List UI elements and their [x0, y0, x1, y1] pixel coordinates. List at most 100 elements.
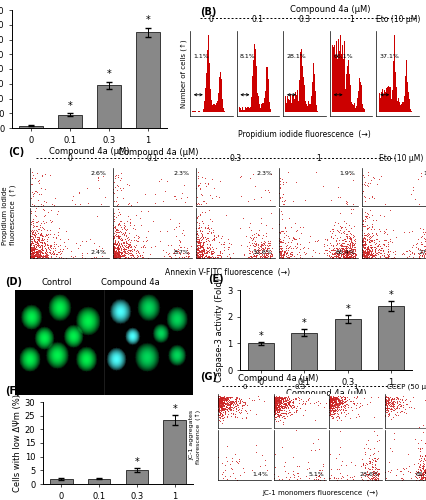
Point — [29, 252, 36, 260]
Point — [260, 240, 267, 248]
Point — [168, 254, 175, 262]
Bar — [19, 126, 43, 128]
Point — [145, 227, 152, 235]
Point — [349, 200, 356, 208]
Point — [311, 238, 318, 246]
Point — [384, 396, 391, 404]
Point — [276, 400, 283, 408]
Point — [366, 230, 372, 238]
Point — [119, 230, 126, 238]
Point — [280, 200, 287, 207]
Point — [269, 252, 276, 260]
Point — [75, 189, 82, 197]
Point — [418, 474, 425, 482]
Point — [285, 395, 292, 403]
Point — [393, 471, 400, 479]
Point — [386, 402, 392, 409]
Point — [421, 474, 426, 482]
Point — [193, 184, 200, 192]
Point — [279, 398, 285, 406]
Point — [328, 406, 335, 414]
Point — [329, 412, 336, 420]
Point — [227, 400, 233, 407]
Point — [208, 228, 215, 236]
Point — [374, 474, 380, 482]
Point — [305, 396, 312, 404]
Point — [417, 251, 423, 259]
Point — [29, 216, 36, 224]
Point — [275, 396, 282, 404]
Point — [399, 248, 406, 256]
Point — [423, 226, 426, 234]
Point — [121, 228, 128, 236]
Point — [308, 446, 315, 454]
Point — [385, 399, 392, 407]
Point — [377, 249, 383, 257]
Point — [267, 252, 273, 260]
Point — [276, 400, 283, 407]
Point — [86, 236, 93, 244]
Point — [115, 244, 122, 252]
Point — [217, 402, 224, 409]
Point — [385, 410, 392, 418]
Point — [215, 393, 222, 401]
Point — [127, 242, 134, 250]
Point — [420, 470, 426, 478]
Point — [424, 464, 426, 472]
Point — [363, 476, 370, 484]
Point — [314, 396, 321, 404]
Point — [382, 226, 389, 234]
Point — [46, 246, 53, 254]
Point — [363, 470, 369, 478]
Point — [52, 194, 59, 202]
Point — [349, 238, 356, 246]
Point — [376, 246, 383, 254]
Point — [284, 248, 291, 256]
Point — [283, 178, 290, 186]
Point — [33, 218, 40, 226]
Point — [200, 254, 207, 262]
Point — [327, 401, 334, 409]
Point — [423, 474, 426, 482]
Point — [242, 400, 248, 408]
Point — [423, 459, 426, 467]
Point — [111, 254, 118, 262]
Point — [370, 248, 377, 256]
Point — [195, 246, 201, 254]
Point — [111, 250, 118, 258]
Point — [295, 248, 302, 256]
Point — [227, 404, 233, 411]
Point — [279, 409, 286, 417]
Point — [285, 246, 292, 254]
Point — [293, 426, 299, 434]
Point — [353, 404, 360, 412]
Point — [332, 396, 339, 404]
Point — [306, 394, 313, 402]
Point — [72, 240, 79, 248]
Point — [385, 394, 392, 402]
Point — [122, 244, 129, 252]
Point — [29, 248, 35, 256]
Point — [271, 401, 278, 409]
Point — [36, 247, 43, 255]
Point — [45, 208, 52, 216]
Point — [377, 244, 384, 252]
Point — [250, 241, 257, 249]
Point — [200, 238, 207, 246]
Point — [424, 248, 426, 256]
Point — [294, 243, 300, 251]
Point — [216, 399, 223, 407]
Point — [30, 250, 37, 258]
Point — [334, 250, 341, 258]
Point — [271, 401, 277, 409]
Point — [369, 174, 376, 182]
Point — [360, 237, 367, 245]
Point — [118, 242, 125, 250]
Point — [330, 394, 337, 402]
Point — [246, 394, 253, 402]
Point — [327, 397, 334, 405]
Point — [368, 252, 375, 260]
Point — [264, 248, 271, 256]
Point — [363, 400, 370, 408]
Point — [369, 251, 376, 259]
